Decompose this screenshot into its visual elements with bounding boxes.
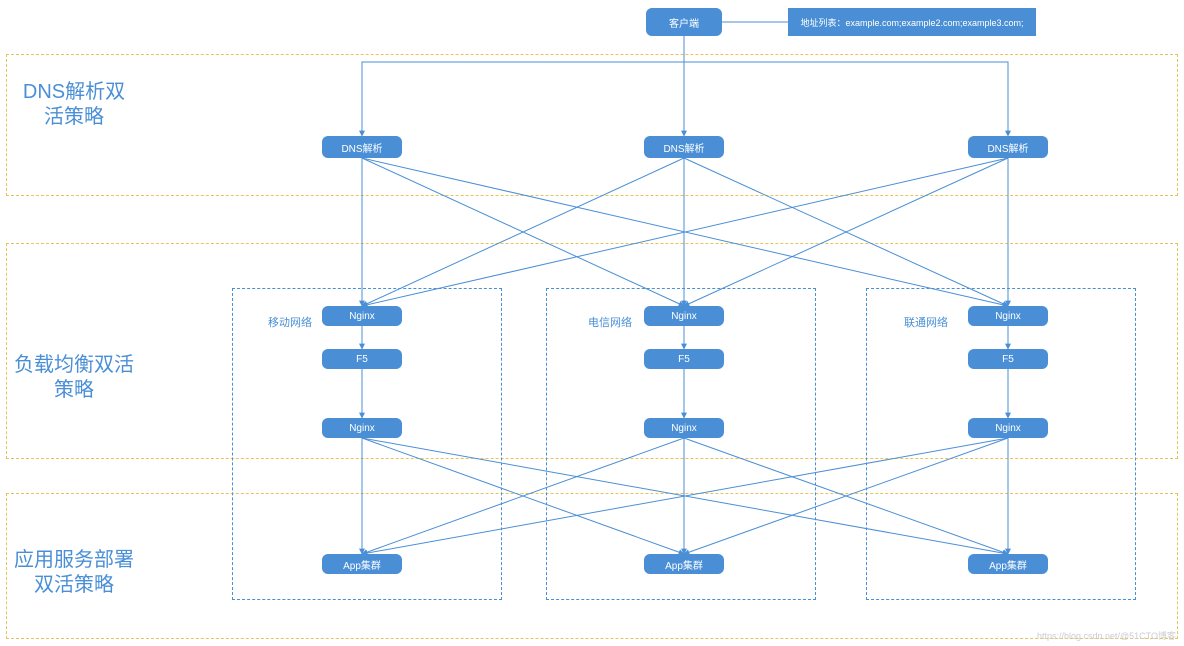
network-label-telecom: 电信网络 xyxy=(588,314,632,330)
node-label: Nginx xyxy=(349,423,375,434)
network-label-unicom: 联通网络 xyxy=(904,314,948,330)
section-label-loadbalance: 负载均衡双活策略 xyxy=(14,353,134,403)
node-label: F5 xyxy=(1002,354,1014,365)
node-app-3: App集群 xyxy=(968,554,1048,574)
node-address-list: 地址列表：example.com;example2.com;example3.c… xyxy=(788,8,1036,36)
node-nginx-1a: Nginx xyxy=(322,306,402,326)
node-client-label: 客户端 xyxy=(669,15,699,30)
section-label-app: 应用服务部署双活策略 xyxy=(14,548,134,598)
watermark-text: https://blog.csdn.net/@51CTO博客 xyxy=(1037,631,1176,641)
node-label: Nginx xyxy=(671,311,697,322)
node-nginx-2a: Nginx xyxy=(644,306,724,326)
network-label-mobile: 移动网络 xyxy=(268,314,312,330)
node-dns-2: DNS解析 xyxy=(644,136,724,158)
node-address-list-label: 地址列表：example.com;example2.com;example3.c… xyxy=(800,16,1023,29)
node-client: 客户端 xyxy=(646,8,722,36)
node-dns-3: DNS解析 xyxy=(968,136,1048,158)
node-label: Nginx xyxy=(995,311,1021,322)
node-nginx-3a: Nginx xyxy=(968,306,1048,326)
node-f5-3: F5 xyxy=(968,349,1048,369)
node-label: Nginx xyxy=(671,423,697,434)
node-nginx-2b: Nginx xyxy=(644,418,724,438)
node-app-1: App集群 xyxy=(322,554,402,574)
node-f5-1: F5 xyxy=(322,349,402,369)
node-label: F5 xyxy=(356,354,368,365)
watermark: https://blog.csdn.net/@51CTO博客 xyxy=(1037,629,1176,642)
node-nginx-1b: Nginx xyxy=(322,418,402,438)
node-dns-1: DNS解析 xyxy=(322,136,402,158)
node-label: Nginx xyxy=(995,423,1021,434)
node-label: DNS解析 xyxy=(341,140,382,155)
node-label: App集群 xyxy=(989,557,1027,572)
node-label: App集群 xyxy=(665,557,703,572)
section-dns xyxy=(6,54,1178,196)
node-label: DNS解析 xyxy=(987,140,1028,155)
node-nginx-3b: Nginx xyxy=(968,418,1048,438)
node-app-2: App集群 xyxy=(644,554,724,574)
node-label: F5 xyxy=(678,354,690,365)
section-label-dns: DNS解析双活策略 xyxy=(14,80,134,130)
node-label: DNS解析 xyxy=(663,140,704,155)
node-label: Nginx xyxy=(349,311,375,322)
node-label: App集群 xyxy=(343,557,381,572)
node-f5-2: F5 xyxy=(644,349,724,369)
